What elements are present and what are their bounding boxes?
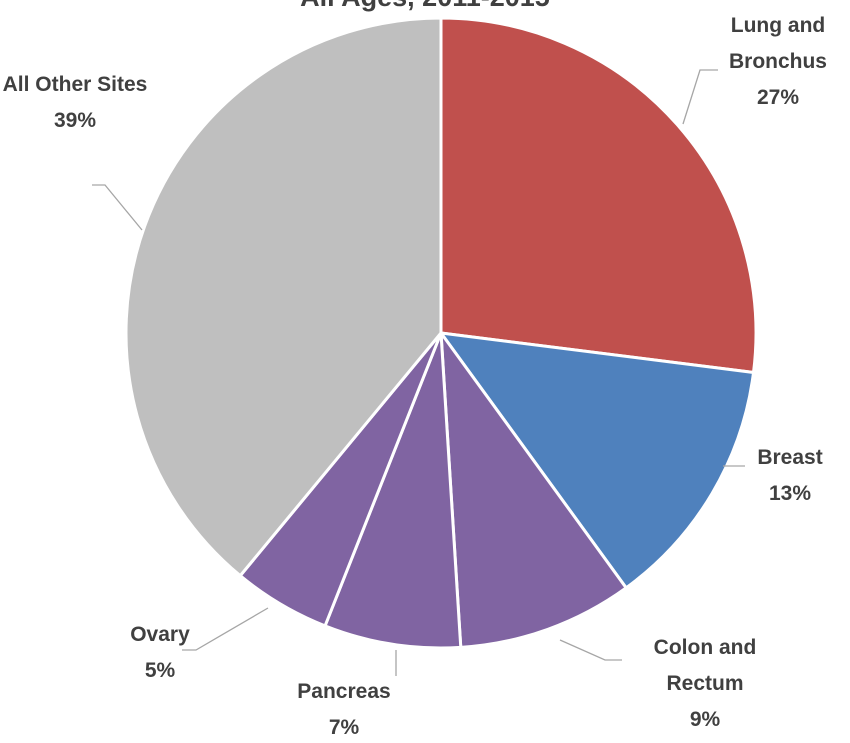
slice-value-label: 9% (689, 708, 721, 731)
pie-slice (124, 16, 443, 578)
slice-value-label: 39% (53, 109, 97, 132)
slice-value-label: 5% (144, 659, 176, 682)
leader-line (682, 69, 718, 125)
slice-value-label: 27% (756, 86, 800, 109)
slice-label: Breast (757, 446, 823, 469)
chart-title: All Ages, 2011-2015 (0, 0, 850, 13)
leader-line (182, 607, 269, 651)
slice-label: Pancreas (297, 680, 391, 703)
leader-line (92, 184, 143, 231)
pie-slice (323, 332, 463, 650)
leader-line (559, 639, 622, 661)
pie-slice (439, 16, 758, 375)
slice-label: Ovary (130, 623, 190, 646)
pie-slice (439, 327, 629, 649)
slice-label: Lung and Bronchus (728, 14, 827, 73)
slice-value-label: 7% (328, 716, 360, 739)
slice-value-label: 13% (768, 482, 812, 505)
pie-slice (437, 331, 756, 590)
slice-label: All Other Sites (2, 73, 148, 96)
slice-label: Colon and Rectum (653, 636, 757, 695)
